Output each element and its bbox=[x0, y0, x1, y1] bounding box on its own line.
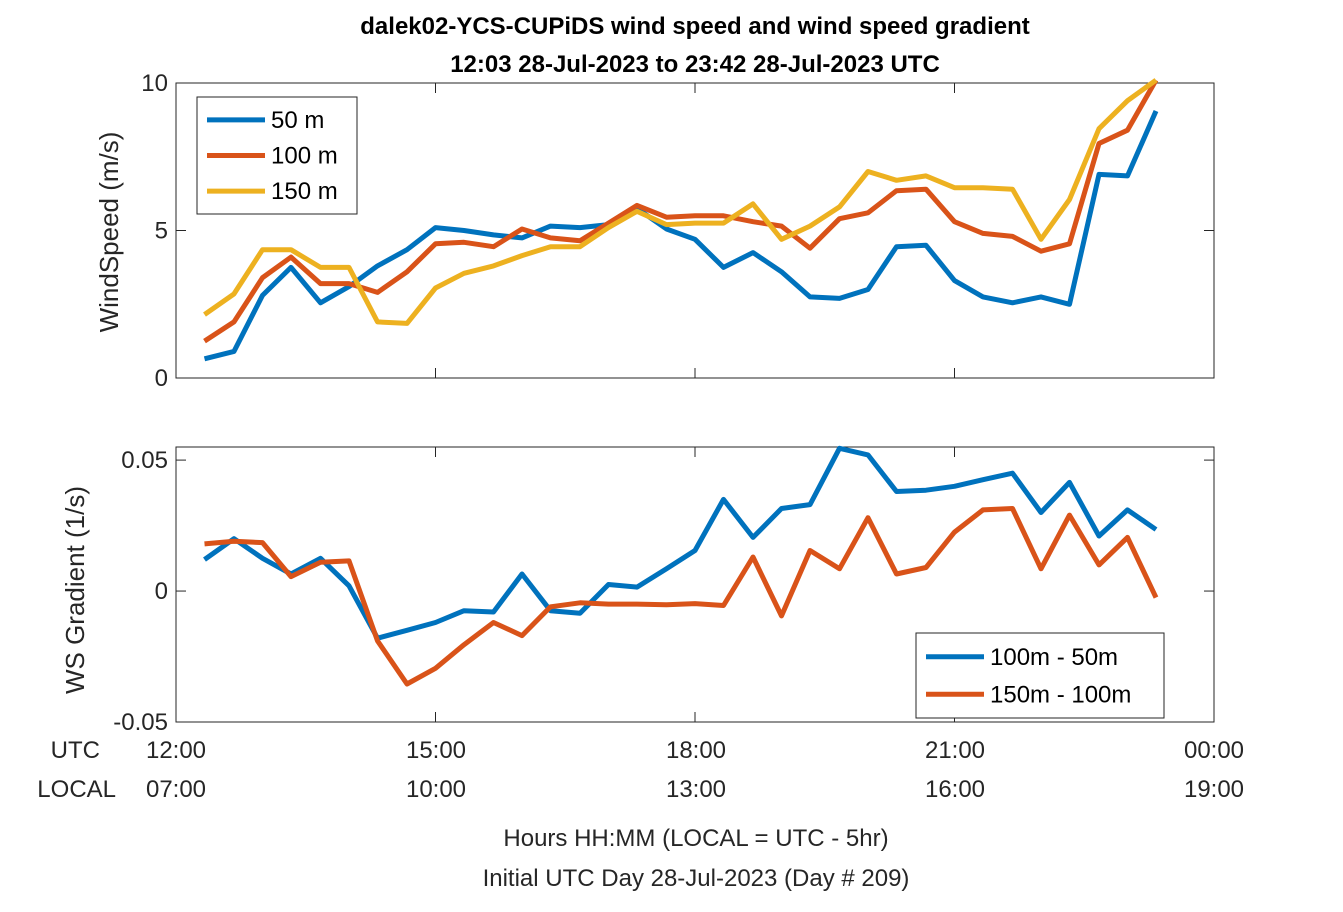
utc-tick-label: 18:00 bbox=[666, 737, 726, 764]
gradient-y-tick-label: -0.05 bbox=[113, 709, 168, 736]
x-axis-tick-labels: UTC LOCAL 12:00 15:00 18:00 21:00 00:00 … bbox=[37, 737, 1244, 803]
gradient-legend: 100m - 50m 150m - 100m bbox=[915, 632, 1165, 719]
x-axis-label-line-1: Hours HH:MM (LOCAL = UTC - 5hr) bbox=[503, 825, 888, 852]
windspeed-legend-label: 100 m bbox=[271, 143, 338, 170]
x-axis-label-line-2: Initial UTC Day 28-Jul-2023 (Day # 209) bbox=[483, 865, 910, 892]
windspeed-y-tick-label: 5 bbox=[155, 218, 168, 245]
utc-row-label: UTC bbox=[51, 737, 100, 764]
windspeed-y-tick-label: 0 bbox=[155, 365, 168, 392]
gradient-y-tick-label: 0.05 bbox=[121, 447, 168, 474]
chart-title-line-1: dalek02-YCS-CUPiDS wind speed and wind s… bbox=[360, 13, 1029, 40]
chart-title-line-2: 12:03 28-Jul-2023 to 23:42 28-Jul-2023 U… bbox=[450, 51, 940, 78]
utc-tick-label: 12:00 bbox=[146, 737, 206, 764]
windspeed-panel: WindSpeed (m/s) 0 5 10 50 m 100 m 150 m bbox=[94, 70, 1215, 392]
windspeed-series-50-m bbox=[203, 109, 1159, 362]
utc-tick-label: 21:00 bbox=[925, 737, 985, 764]
local-tick-label: 07:00 bbox=[146, 776, 206, 803]
local-row-label: LOCAL bbox=[37, 776, 116, 803]
local-tick-label: 19:00 bbox=[1184, 776, 1244, 803]
gradient-panel: WS Gradient (1/s) -0.05 0 0.05 100m - 50m 15… bbox=[60, 445, 1215, 736]
windspeed-legend-label: 50 m bbox=[271, 107, 324, 134]
gradient-legend-box bbox=[915, 632, 1165, 719]
utc-tick-label: 00:00 bbox=[1184, 737, 1244, 764]
windspeed-y-tick-label: 10 bbox=[141, 70, 168, 97]
utc-tick-label: 15:00 bbox=[406, 737, 466, 764]
windspeed-series-100-m bbox=[203, 78, 1159, 344]
gradient-series-100m-50m bbox=[203, 445, 1158, 641]
local-tick-label: 10:00 bbox=[406, 776, 466, 803]
windspeed-legend-label: 150 m bbox=[271, 178, 338, 205]
local-tick-label: 13:00 bbox=[666, 776, 726, 803]
gradient-legend-label: 100m - 50m bbox=[990, 644, 1118, 671]
gradient-y-tick-label: 0 bbox=[155, 578, 168, 605]
gradient-y-axis-label: WS Gradient (1/s) bbox=[60, 486, 90, 694]
windspeed-series-150-m bbox=[203, 78, 1158, 326]
gradient-legend-label: 150m - 100m bbox=[990, 681, 1131, 708]
windspeed-y-axis-label: WindSpeed (m/s) bbox=[94, 132, 124, 333]
windspeed-legend: 50 m 100 m 150 m bbox=[196, 96, 358, 215]
local-tick-label: 16:00 bbox=[925, 776, 985, 803]
gradient-series-150m-100m bbox=[204, 506, 1159, 687]
